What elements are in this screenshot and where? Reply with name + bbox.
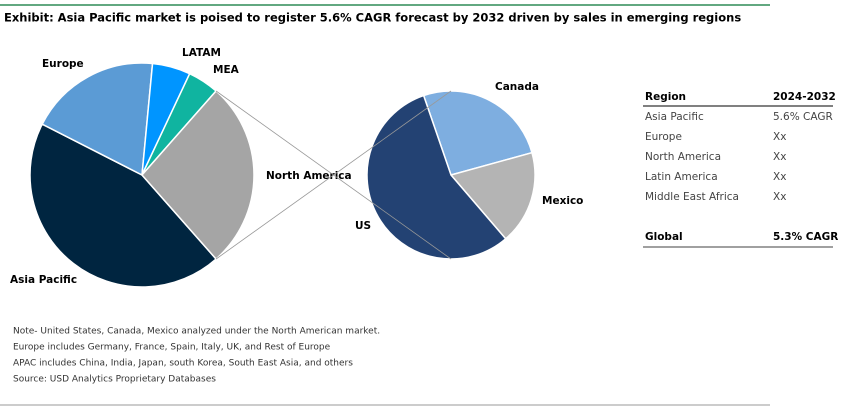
note: APAC includes China, India, Japan, south…	[13, 359, 353, 369]
table-cell: Xx	[773, 191, 786, 203]
table-header: 2024-2032	[773, 91, 836, 103]
pie-slice	[41, 62, 154, 177]
pie-slice	[366, 94, 507, 260]
pie-slice	[29, 123, 218, 288]
table-cell: Asia Pacific	[645, 111, 704, 123]
connector	[215, 90, 452, 260]
table-cell: Middle East Africa	[645, 191, 739, 203]
table-cell: Xx	[773, 131, 786, 143]
table-cell: Latin America	[645, 171, 718, 183]
table-footer: 5.3% CAGR	[773, 231, 838, 243]
table-cell: Xx	[773, 171, 786, 183]
slice-label: North America	[266, 170, 352, 182]
table-cell: Europe	[645, 131, 682, 143]
slice-label: Canada	[495, 81, 539, 93]
table-cell: Xx	[773, 151, 786, 163]
note: Europe includes Germany, France, Spain, …	[13, 343, 331, 353]
pie-slice	[449, 151, 536, 240]
slice-label: MEA	[213, 64, 240, 76]
pie-slice	[141, 89, 255, 261]
pie-slice	[422, 90, 533, 176]
slice-label: Asia Pacific	[10, 274, 77, 286]
slice-label: Europe	[42, 58, 84, 70]
slice-label: LATAM	[182, 47, 221, 59]
table-cell: North America	[645, 151, 721, 163]
slice-label: Mexico	[542, 195, 583, 207]
note: Note- United States, Canada, Mexico anal…	[13, 327, 380, 337]
note: Source: USD Analytics Proprietary Databa…	[13, 375, 216, 385]
table-header: Region	[645, 91, 686, 103]
chart-title: Exhibit: Asia Pacific market is poised t…	[4, 11, 741, 25]
table-footer: Global	[645, 231, 683, 243]
slice-label: US	[355, 220, 371, 232]
table-cell: 5.6% CAGR	[773, 111, 833, 123]
